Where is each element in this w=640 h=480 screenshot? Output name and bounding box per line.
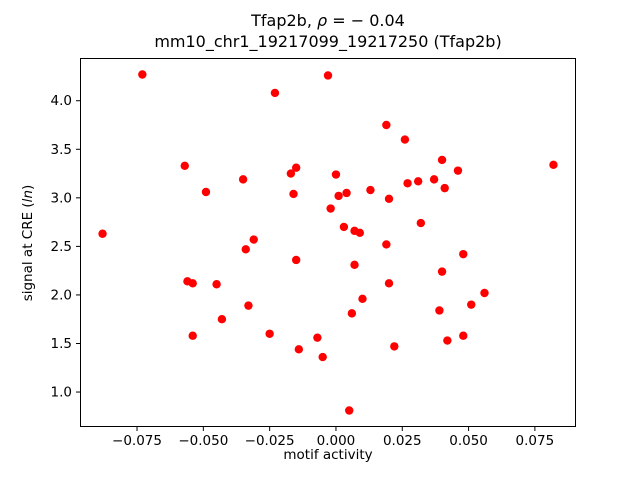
scatter-point <box>249 235 258 244</box>
scatter-point <box>435 306 444 315</box>
scatter-point <box>323 71 333 80</box>
scatter-point <box>188 331 197 340</box>
scatter-point <box>350 260 359 270</box>
scatter-point <box>345 406 354 415</box>
y-tick-label: 2.0 <box>51 287 72 303</box>
x-tick-label: −0.050 <box>178 433 228 449</box>
scatter-point <box>313 333 322 342</box>
scatter-point <box>416 218 426 228</box>
scatter-point <box>453 166 463 175</box>
scatter-point <box>437 155 447 165</box>
scatter-point <box>382 240 391 249</box>
title-suffix: = − 0.04 <box>327 11 405 30</box>
scatter-point <box>390 342 399 351</box>
scatter-point <box>270 88 280 98</box>
scatter-point <box>294 345 304 354</box>
x-tick-label: −0.025 <box>245 433 295 449</box>
scatter-point <box>188 279 197 288</box>
scatter-point <box>384 194 394 204</box>
scatter-point <box>459 249 468 259</box>
scatter-point <box>366 185 375 195</box>
scatter-point <box>382 120 391 130</box>
x-tick-label: 0.075 <box>516 433 555 449</box>
scatter-point <box>201 187 211 197</box>
scatter-point <box>180 161 189 170</box>
scatter-point <box>289 189 298 199</box>
scatter-point <box>244 301 253 310</box>
scatter-point <box>355 228 365 237</box>
scatter-point <box>334 191 343 201</box>
scatter-point <box>443 336 452 345</box>
scatter-point <box>212 280 221 289</box>
x-axis-label: motif activity <box>283 447 373 463</box>
scatter-point <box>138 70 147 79</box>
y-tick-label: 1.5 <box>51 336 72 352</box>
scatter-point <box>403 179 412 188</box>
scatter-point <box>429 175 439 184</box>
plot-spines <box>80 58 576 427</box>
y-tick-label: 3.5 <box>51 142 72 158</box>
scatter-point <box>480 288 489 298</box>
scatter-point <box>331 170 341 179</box>
scatter-point <box>326 204 335 213</box>
y-tick-label: 2.5 <box>51 239 72 255</box>
y-tick-label: 4.0 <box>51 93 72 109</box>
scatter-point <box>241 245 250 254</box>
scatter-point <box>318 352 327 362</box>
y-axis-label: signal at CRE (ln) <box>20 58 36 428</box>
y-label-prefix: signal at CRE ( <box>20 202 36 302</box>
chart-title: Tfap2b, ρ = − 0.04 mm10_chr1_19217099_19… <box>80 10 576 52</box>
x-tick-label: 0.025 <box>383 433 422 449</box>
scatter-point <box>339 222 349 232</box>
scatter-point <box>549 160 558 170</box>
scatter-point <box>437 267 447 276</box>
title-prefix: Tfap2b, <box>251 11 317 30</box>
scatter-point <box>347 309 357 318</box>
scatter-point <box>291 255 301 265</box>
scatter-point <box>400 135 410 144</box>
scatter-point <box>358 294 367 304</box>
scatter-point <box>467 300 476 309</box>
x-tick-label: −0.075 <box>112 433 162 449</box>
y-label-suffix: ) <box>20 184 36 190</box>
scatter-point <box>440 183 449 193</box>
scatter-point <box>98 229 107 238</box>
scatter-point <box>291 163 301 172</box>
scatter-point <box>342 188 351 198</box>
title-rho-symbol: ρ <box>317 11 328 30</box>
scatter-point <box>413 177 423 186</box>
scatter-point <box>459 331 468 340</box>
scatter-point <box>265 329 274 338</box>
y-tick-label: 3.0 <box>51 190 72 206</box>
y-tick-label: 1.0 <box>51 385 72 401</box>
scatter-point <box>217 315 227 324</box>
y-label-ln: ln <box>20 190 36 203</box>
x-tick-label: 0.000 <box>317 433 356 449</box>
scatter-point <box>384 279 394 288</box>
chart-title-line2: mm10_chr1_19217099_19217250 (Tfap2b) <box>154 32 502 51</box>
chart-title-line1: Tfap2b, ρ = − 0.04 <box>80 10 576 31</box>
x-tick-label: 0.050 <box>449 433 488 449</box>
scatter-point <box>238 175 248 184</box>
scatter-point <box>286 169 296 178</box>
